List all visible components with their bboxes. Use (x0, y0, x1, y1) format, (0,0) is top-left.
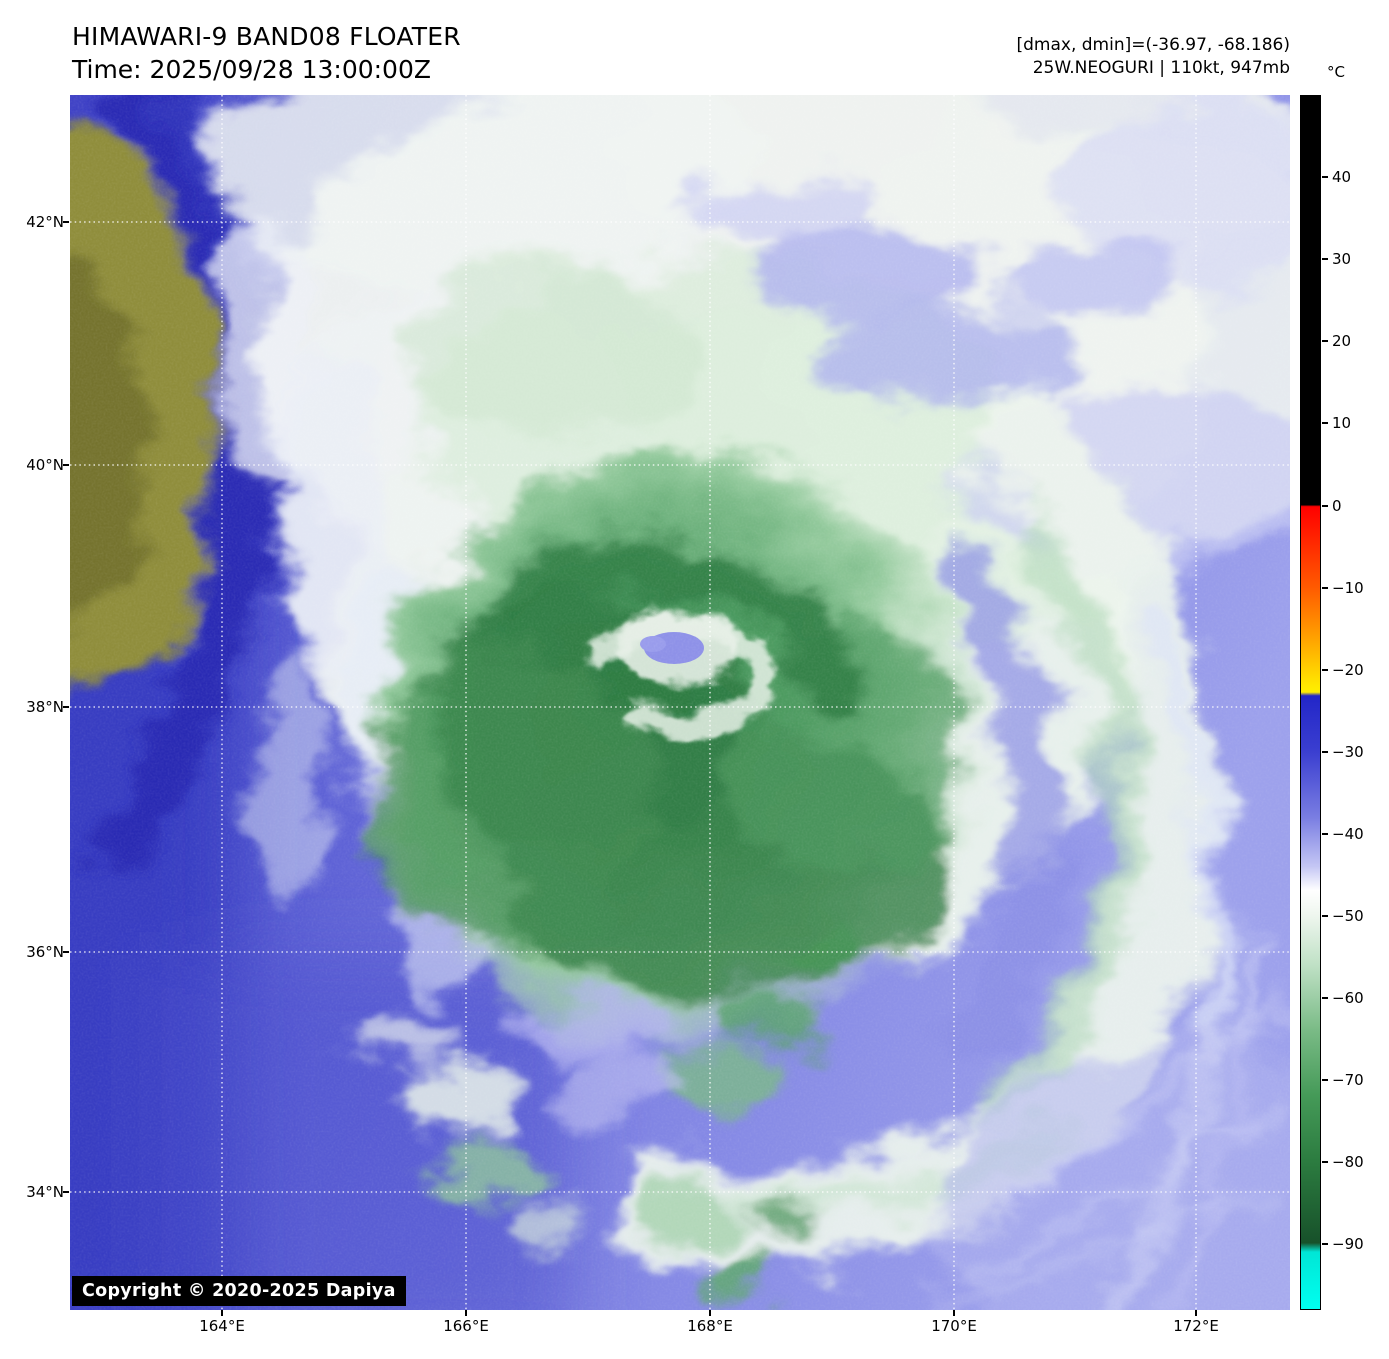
readout-block: [dmax, dmin]=(-36.97, -68.186) 25W.NEOGU… (1017, 34, 1291, 80)
lat-tick (63, 951, 69, 953)
storm-info: 25W.NEOGURI | 110kt, 947mb (1032, 58, 1290, 78)
lon-label-166e: 166°E (443, 1317, 489, 1335)
satellite-imagery (70, 95, 1290, 1310)
colorbar-tick-mark (1322, 1161, 1328, 1163)
colorbar-tick-mark (1322, 340, 1328, 342)
page-title: HIMAWARI-9 BAND08 FLOATER (72, 22, 461, 51)
lon-label-164e: 164°E (199, 1317, 245, 1335)
colorbar-tick-mark (1322, 176, 1328, 178)
colorbar-tick-m70: −70 (1322, 1071, 1364, 1089)
lat-label-38n: 38°N (26, 698, 64, 716)
noise-texture (70, 95, 1290, 1310)
colorbar-tick-mark (1322, 422, 1328, 424)
timestamp: Time: 2025/09/28 13:00:00Z (72, 55, 431, 84)
colorbar-tick-m10: −10 (1322, 579, 1364, 597)
lon-label-172e: 172°E (1173, 1317, 1219, 1335)
colorbar-tick-0: 0 (1322, 497, 1342, 515)
colorbar-tick-m80: −80 (1322, 1153, 1364, 1171)
lat-tick (63, 1191, 69, 1193)
colorbar-tick-40: 40 (1322, 168, 1351, 186)
lon-tick (465, 1310, 467, 1316)
satellite-map: 42°N 40°N 38°N 36°N 34°N 164°E 166°E 168… (26, 95, 1290, 1335)
colorbar-tick-m30: −30 (1322, 743, 1364, 761)
lon-label-168e: 168°E (687, 1317, 733, 1335)
graticule (70, 95, 1290, 1310)
lat-tick (63, 706, 69, 708)
colorbar-tick-m50: −50 (1322, 907, 1364, 925)
colorbar-tick-mark (1322, 258, 1328, 260)
lon-label-170e: 170°E (931, 1317, 977, 1335)
colorbar-tick-mark (1322, 1079, 1328, 1081)
lat-tick (63, 464, 69, 466)
lat-label-42n: 42°N (26, 213, 64, 231)
colorbar-tick-mark (1322, 915, 1328, 917)
colorbar-tick-mark (1322, 505, 1328, 507)
colorbar-tick-mark (1322, 1243, 1328, 1245)
lon-tick (709, 1310, 711, 1316)
colorbar-tick-mark (1322, 587, 1328, 589)
colorbar-tick-mark (1322, 751, 1328, 753)
colorbar-tick-mark (1322, 669, 1328, 671)
colorbar-tick-30: 30 (1322, 250, 1351, 268)
colorbar-tick-20: 20 (1322, 332, 1351, 350)
colorbar-tick-m20: −20 (1322, 661, 1364, 679)
colorbar-tick-m60: −60 (1322, 989, 1364, 1007)
lat-label-40n: 40°N (26, 456, 64, 474)
colorbar-tick-m40: −40 (1322, 825, 1364, 843)
colorbar-tick-mark (1322, 833, 1328, 835)
colorbar-tick-mark (1322, 997, 1328, 999)
lon-tick (221, 1310, 223, 1316)
lon-tick (953, 1310, 955, 1316)
lat-tick (63, 221, 69, 223)
lat-label-34n: 34°N (26, 1183, 64, 1201)
colorbar-tick-10: 10 (1322, 414, 1351, 432)
colorbar-gradient (1300, 95, 1321, 1310)
lon-tick (1195, 1310, 1197, 1316)
colorbar: °C 40 30 20 10 0 −10 −20 −30 −40 −50 −60… (1300, 63, 1389, 1310)
copyright-badge: Copyright © 2020-2025 Dapiya (72, 1276, 406, 1306)
dmax-dmin-readout: [dmax, dmin]=(-36.97, -68.186) (1016, 35, 1291, 55)
lat-label-36n: 36°N (26, 943, 64, 961)
colorbar-unit-label: °C (1327, 63, 1345, 81)
colorbar-tick-m90: −90 (1322, 1235, 1364, 1253)
